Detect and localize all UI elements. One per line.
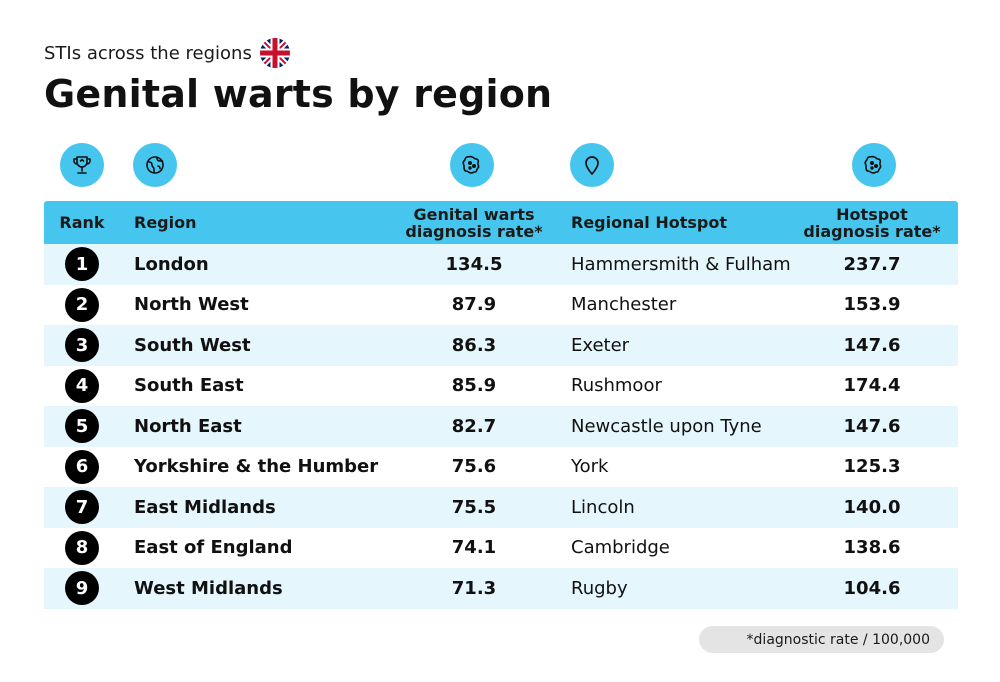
header-rate-line1: Genital warts: [413, 204, 535, 224]
table-row: 5 North East 82.7 Newcastle upon Tyne 14…: [44, 406, 958, 447]
hotspot-rate: 147.6: [843, 334, 901, 356]
region-name: Yorkshire & the Humber: [134, 456, 379, 478]
table-row: 3 South West 86.3 Exeter 147.6: [44, 325, 958, 366]
diagnosis-rate: 87.9: [451, 294, 497, 316]
hotspot-rate: 125.3: [843, 456, 901, 478]
table-row: 7 East Midlands 75.5 Lincoln 140.0: [44, 487, 958, 528]
hotspot-name: Lincoln: [571, 496, 635, 518]
header-hotspot-rate: Hotspot diagnosis rate*: [796, 201, 948, 244]
virus-icon: [450, 143, 494, 187]
header-rank: Rank: [59, 213, 105, 232]
hotspot-name: Rugby: [571, 577, 628, 599]
rank-badge: 6: [65, 449, 99, 484]
diagnosis-rate: 134.5: [445, 253, 503, 275]
rank-badge: 8: [65, 530, 99, 565]
diagnosis-rate: 75.5: [451, 496, 497, 518]
footnote: *diagnostic rate / 100,000: [699, 626, 944, 653]
hotspot-name: Exeter: [571, 334, 630, 356]
rank-badge: 9: [65, 571, 99, 606]
table-row: 1 London 134.5 Hammersmith & Fulham 237.…: [44, 244, 958, 285]
hotspot-rate: 140.0: [843, 496, 901, 518]
virus-icon: [852, 143, 896, 187]
diagnosis-rate: 85.9: [451, 375, 497, 397]
hotspot-name: Manchester: [571, 294, 677, 316]
rank-badge: 5: [65, 409, 99, 444]
location-pin-icon: [570, 143, 614, 187]
table-row: 8 East of England 74.1 Cambridge 138.6: [44, 528, 958, 569]
region-name: East of England: [134, 537, 293, 559]
kicker: STIs across the regions: [44, 38, 290, 68]
globe-icon: [133, 143, 177, 187]
header-rate-line2: diagnosis rate*: [405, 221, 543, 241]
diagnosis-rate: 86.3: [451, 334, 497, 356]
header-region: Region: [134, 213, 197, 232]
table-row: 4 South East 85.9 Rushmoor 174.4: [44, 366, 958, 407]
diagnosis-rate: 82.7: [451, 415, 497, 437]
hotspot-rate: 174.4: [843, 375, 901, 397]
hotspot-rate: 147.6: [843, 415, 901, 437]
hotspot-rate: 153.9: [843, 294, 901, 316]
hotspot-rate: 237.7: [843, 253, 901, 275]
rank-badge: 3: [65, 328, 99, 363]
hotspot-name: Rushmoor: [571, 375, 662, 397]
header-hotspot-rate-line2: diagnosis rate*: [803, 221, 941, 241]
region-name: East Midlands: [134, 496, 276, 518]
hotspot-rate: 104.6: [843, 577, 901, 599]
region-name: South East: [134, 375, 244, 397]
region-name: West Midlands: [134, 577, 283, 599]
page-title: Genital warts by region: [44, 72, 553, 116]
header-rate: Genital warts diagnosis rate*: [402, 201, 546, 244]
hotspot-name: Newcastle upon Tyne: [571, 415, 762, 437]
region-name: London: [134, 253, 209, 275]
rank-badge: 4: [65, 368, 99, 403]
hotspot-name: Hammersmith & Fulham: [571, 253, 791, 275]
trophy-icon: [60, 143, 104, 187]
region-name: North West: [134, 294, 249, 316]
diagnosis-rate: 75.6: [451, 456, 497, 478]
region-name: North East: [134, 415, 242, 437]
table-header: Rank Region Genital warts diagnosis rate…: [44, 201, 958, 244]
table-row: 2 North West 87.9 Manchester 153.9: [44, 285, 958, 326]
hotspot-name: York: [571, 456, 609, 478]
table-row: 9 West Midlands 71.3 Rugby 104.6: [44, 568, 958, 609]
diagnosis-rate: 71.3: [451, 577, 497, 599]
header-hotspot-rate-line1: Hotspot: [836, 204, 908, 224]
hotspot-rate: 138.6: [843, 537, 901, 559]
rank-badge: 1: [65, 247, 99, 282]
uk-flag-icon: [259, 38, 290, 68]
region-table: Rank Region Genital warts diagnosis rate…: [44, 201, 958, 609]
header-hotspot: Regional Hotspot: [571, 213, 727, 232]
region-name: South West: [134, 334, 251, 356]
rank-badge: 2: [65, 287, 99, 322]
kicker-text: STIs across the regions: [44, 42, 252, 64]
rank-badge: 7: [65, 490, 99, 525]
hotspot-name: Cambridge: [571, 537, 670, 559]
diagnosis-rate: 74.1: [451, 537, 497, 559]
table-row: 6 Yorkshire & the Humber 75.6 York 125.3: [44, 447, 958, 488]
